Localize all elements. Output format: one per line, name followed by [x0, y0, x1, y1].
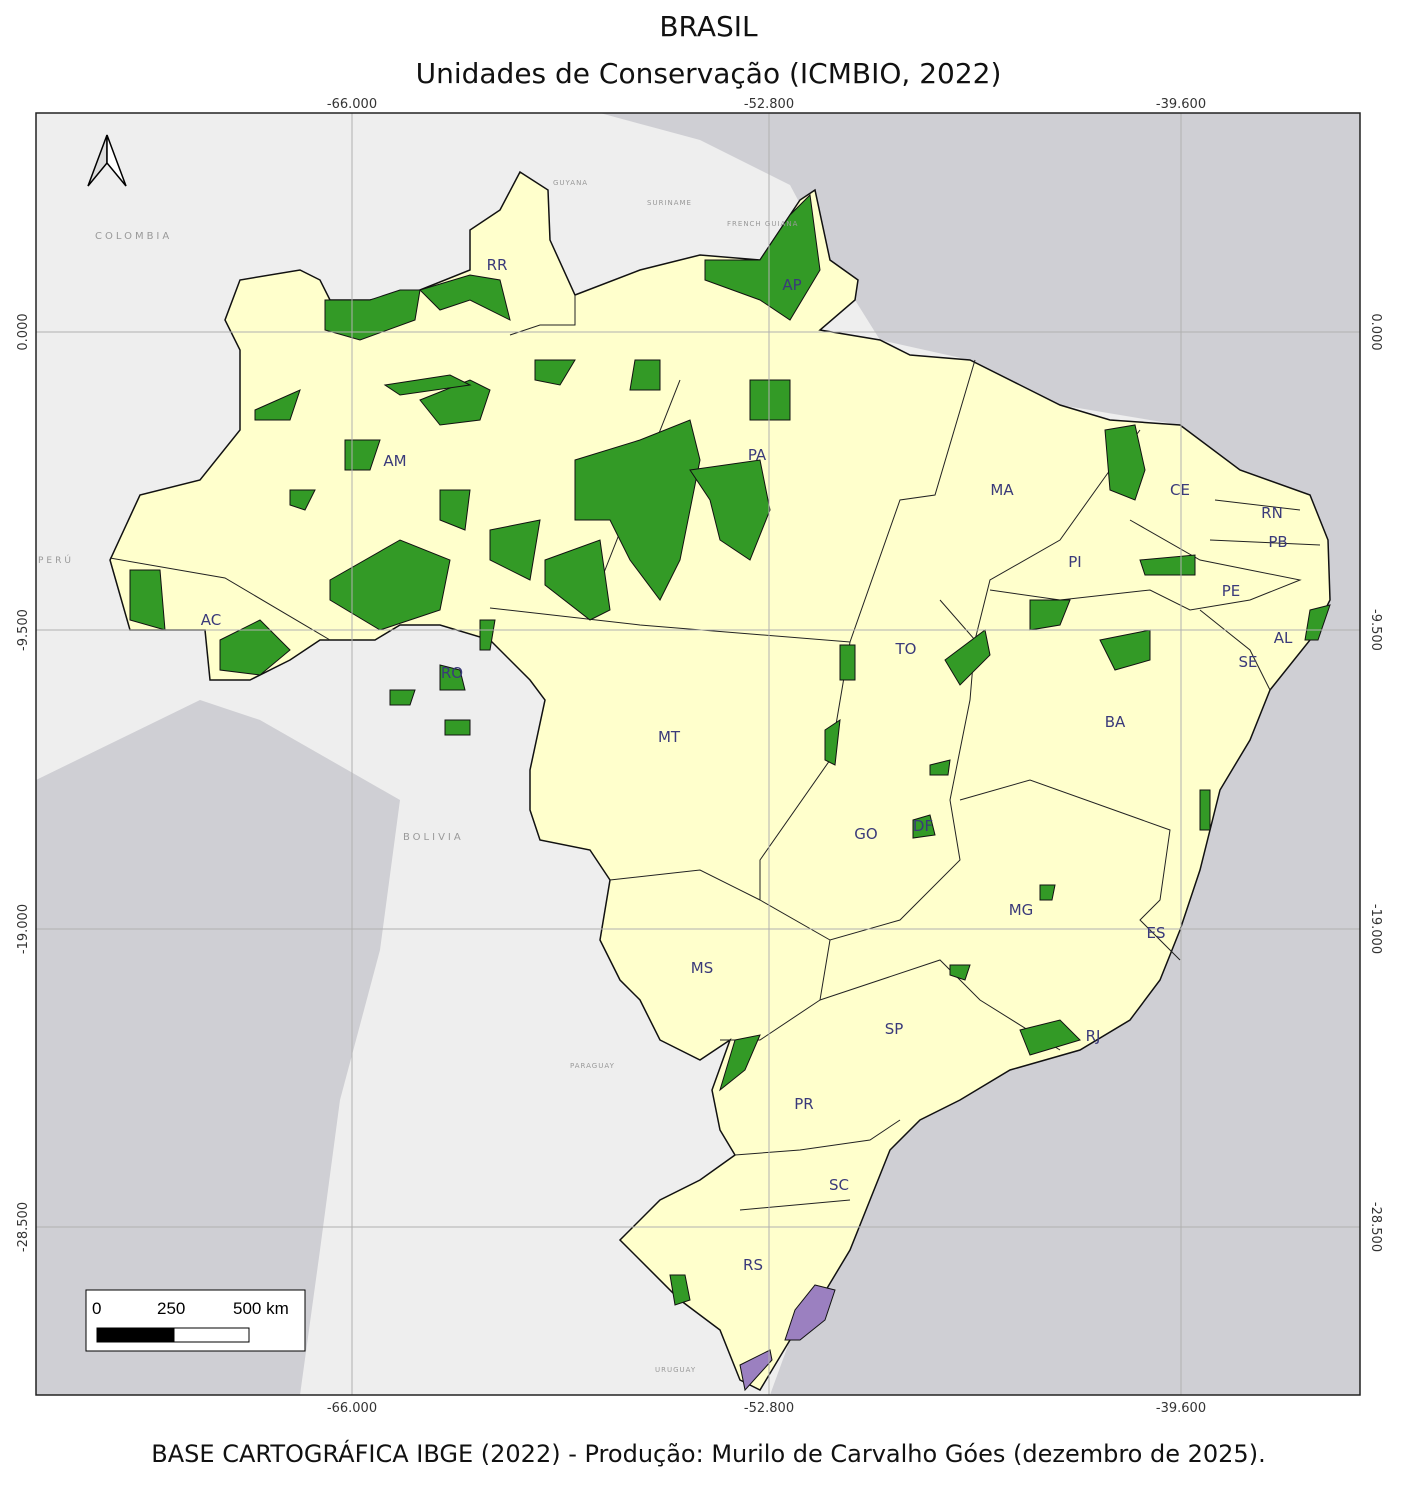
- country-label: GUYANA: [553, 179, 588, 187]
- state-label-ma: MA: [990, 481, 1014, 499]
- state-label-rs: RS: [743, 1256, 763, 1274]
- scale-bar: 0 250 500 km: [85, 1289, 306, 1352]
- longitude-ticks-top: -66.000 -52.800 -39.600: [327, 97, 1206, 112]
- tick-label: -28.500: [16, 1202, 31, 1252]
- latitude-ticks: 0.000 0.000 -9.500 -9.500 -19.000 -19.000 -28.…: [16, 313, 1383, 1252]
- state-label-pr: PR: [794, 1095, 813, 1113]
- tick-label: 0.000: [16, 313, 31, 350]
- state-borders: [109, 295, 1321, 1211]
- tick-label: -66.000: [327, 1401, 377, 1416]
- state-label-df: DF: [913, 817, 933, 835]
- tick-label: -52.800: [744, 1401, 794, 1416]
- scale-label: 0: [92, 1299, 101, 1318]
- state-label-se: SE: [1239, 653, 1258, 671]
- tick-label: -39.600: [1156, 1401, 1206, 1416]
- tick-label: -9.500: [1368, 609, 1383, 651]
- country-label: URUGUAY: [655, 1366, 696, 1374]
- state-label-pb: PB: [1268, 533, 1287, 551]
- tick-label: -19.000: [1368, 904, 1383, 954]
- state-label-ac: AC: [201, 611, 221, 629]
- state-label-es: ES: [1147, 924, 1166, 942]
- brazil-land: [109, 170, 1331, 1391]
- country-label: COLOMBIA: [95, 231, 172, 242]
- map-credits: BASE CARTOGRÁFICA IBGE (2022) - Produção…: [151, 1440, 1266, 1468]
- tick-label: -19.000: [16, 904, 31, 954]
- scale-label: 250: [157, 1299, 185, 1318]
- tick-label: -52.800: [744, 97, 794, 112]
- state-label-pe: PE: [1222, 582, 1241, 600]
- conservation-units: [129, 193, 1331, 1392]
- state-label-rr: RR: [487, 256, 508, 274]
- tick-label: -9.500: [16, 609, 31, 651]
- north-arrow-icon: [87, 134, 127, 187]
- country-label: PARAGUAY: [570, 1062, 615, 1070]
- tick-label: 0.000: [1368, 313, 1383, 350]
- tick-label: -28.500: [1368, 1202, 1383, 1252]
- country-label: SURINAME: [647, 199, 692, 207]
- purple-unit: [739, 1349, 773, 1392]
- state-label-mg: MG: [1009, 901, 1034, 919]
- state-label-am: AM: [383, 452, 406, 470]
- map-title: BRASIL: [659, 10, 758, 43]
- country-label: FRENCH GUIANA: [727, 220, 798, 228]
- state-label-to: TO: [895, 640, 917, 658]
- graticule: [36, 113, 1360, 1395]
- country-labels: COLOMBIA GUYANA SURINAME FRENCH GUIANA P…: [38, 179, 798, 1374]
- state-label-rn: RN: [1261, 504, 1283, 522]
- map-subtitle: Unidades de Conservação (ICMBIO, 2022): [415, 57, 1002, 90]
- state-label-al: AL: [1274, 629, 1293, 647]
- tick-label: -66.000: [327, 97, 377, 112]
- state-label-rj: RJ: [1086, 1027, 1101, 1045]
- state-label-mt: MT: [658, 728, 681, 746]
- state-label-ce: CE: [1170, 481, 1190, 499]
- state-label-go: GO: [854, 825, 877, 843]
- state-label-ms: MS: [691, 959, 713, 977]
- scale-label: 500 km: [233, 1299, 289, 1318]
- state-label-pi: PI: [1068, 553, 1081, 571]
- country-label: BOLIVIA: [403, 832, 464, 843]
- state-label-ro: RO: [441, 664, 463, 682]
- tick-label: -39.600: [1156, 97, 1206, 112]
- longitude-ticks-bottom: -66.000 -52.800 -39.600: [327, 1401, 1206, 1416]
- state-labels: RR AP AM PA MA CE RN PB PI PE AL SE AC RO TO MT BA GO DF MG…: [201, 256, 1293, 1274]
- state-label-sc: SC: [829, 1176, 849, 1194]
- state-label-pa: PA: [748, 446, 767, 464]
- country-label: PERÚ: [38, 554, 74, 566]
- state-label-ap: AP: [782, 276, 801, 294]
- purple-unit: [784, 1284, 836, 1341]
- state-label-ba: BA: [1105, 713, 1126, 731]
- map-frame: [35, 112, 1361, 1396]
- state-label-sp: SP: [885, 1020, 904, 1038]
